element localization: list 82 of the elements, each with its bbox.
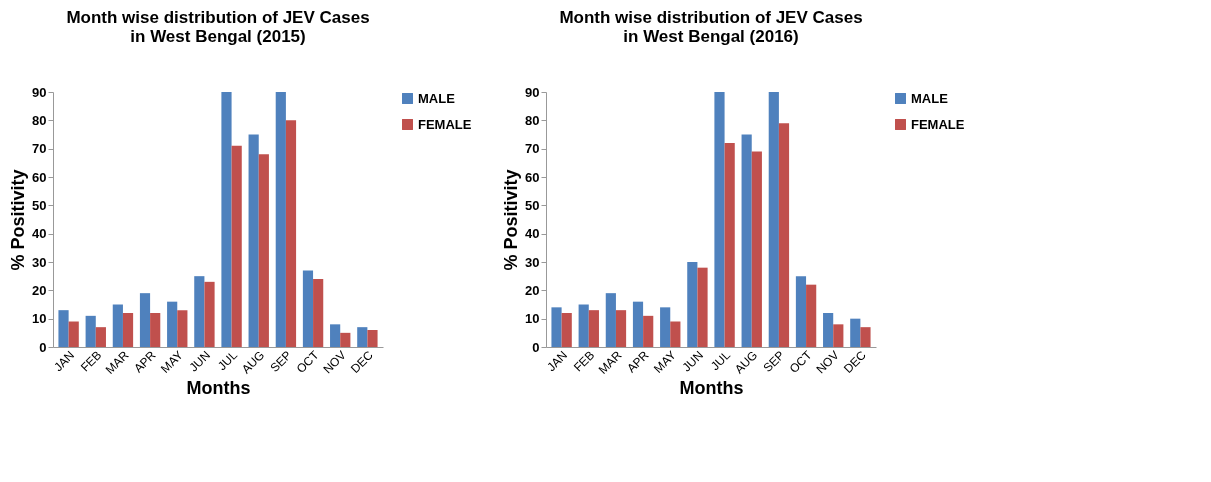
bar <box>112 304 123 347</box>
bar <box>588 310 599 347</box>
bar <box>68 321 79 347</box>
bar <box>302 270 314 347</box>
bar <box>823 313 834 347</box>
y-tick-label: 10 <box>525 311 540 327</box>
bar <box>122 313 134 347</box>
bar <box>643 315 654 347</box>
y-tick-label: 30 <box>525 254 540 270</box>
y-axis-title: % Positivity <box>8 169 29 271</box>
legend-label: MALE <box>418 90 456 106</box>
bar <box>806 284 817 347</box>
bar <box>615 310 627 347</box>
x-tick-label: JAN <box>51 348 78 375</box>
bar <box>367 330 378 347</box>
bar <box>285 120 297 347</box>
legend-label: FEMALE <box>911 116 965 132</box>
bar <box>551 307 562 347</box>
bar <box>778 123 790 347</box>
x-tick-label: JUL <box>708 347 734 374</box>
bar <box>221 92 232 347</box>
y-tick-label: 10 <box>32 311 47 327</box>
y-tick-label: 40 <box>525 226 540 242</box>
bar <box>605 293 616 347</box>
x-axis-title: Months <box>679 378 744 399</box>
bar <box>248 134 259 347</box>
bar <box>150 313 161 347</box>
bar <box>687 262 698 347</box>
chart-title: Month wise distribution of JEV Cases in West Bengal (2016) <box>559 8 863 46</box>
bar <box>714 92 725 347</box>
y-tick-label: 0 <box>532 339 540 355</box>
bar <box>697 267 708 347</box>
bar <box>850 318 861 347</box>
bar <box>833 324 844 347</box>
bar <box>768 92 779 347</box>
bar <box>340 332 351 347</box>
bar <box>741 134 752 347</box>
bar <box>660 307 671 347</box>
y-tick-label: 90 <box>525 84 540 100</box>
bar <box>58 310 69 347</box>
legend-label: MALE <box>911 90 949 106</box>
bar <box>177 310 188 347</box>
y-tick-label: 20 <box>32 282 47 298</box>
bar <box>330 324 341 347</box>
y-tick-label: 80 <box>525 112 540 128</box>
bar <box>357 327 368 347</box>
y-tick-label: 90 <box>32 84 47 100</box>
bar <box>860 327 871 347</box>
y-tick-label: 30 <box>32 254 47 270</box>
y-tick-label: 20 <box>525 282 540 298</box>
y-tick-label: 60 <box>525 169 540 185</box>
y-tick-label: 60 <box>32 169 47 185</box>
y-tick-label: 70 <box>525 141 540 157</box>
x-tick-label: JUL <box>215 347 241 374</box>
bar <box>578 304 589 347</box>
x-tick-label: JAN <box>544 348 571 375</box>
bar <box>258 154 269 347</box>
bar <box>85 315 96 347</box>
y-tick-label: 0 <box>39 339 47 355</box>
chart-title: Month wise distribution of JEV Cases in West Bengal (2015) <box>66 8 370 46</box>
x-axis-title: Months <box>186 378 251 399</box>
y-tick-label: 50 <box>525 197 540 213</box>
bar <box>670 321 681 347</box>
bar <box>795 276 807 347</box>
bar <box>561 313 572 347</box>
y-tick-label: 70 <box>32 141 47 157</box>
bar <box>194 276 205 347</box>
bar <box>167 301 178 347</box>
y-tick-label: 50 <box>32 197 47 213</box>
bar <box>724 143 735 347</box>
bar <box>313 279 324 347</box>
bar <box>632 301 644 347</box>
y-axis-title: % Positivity <box>501 169 522 271</box>
bar <box>204 281 215 347</box>
bar <box>751 151 762 347</box>
legend-label: FEMALE <box>418 116 472 132</box>
bar <box>95 327 106 347</box>
bar <box>275 92 286 347</box>
bar <box>231 145 242 347</box>
y-tick-label: 80 <box>32 112 47 128</box>
y-tick-label: 40 <box>32 226 47 242</box>
bar <box>139 293 151 347</box>
